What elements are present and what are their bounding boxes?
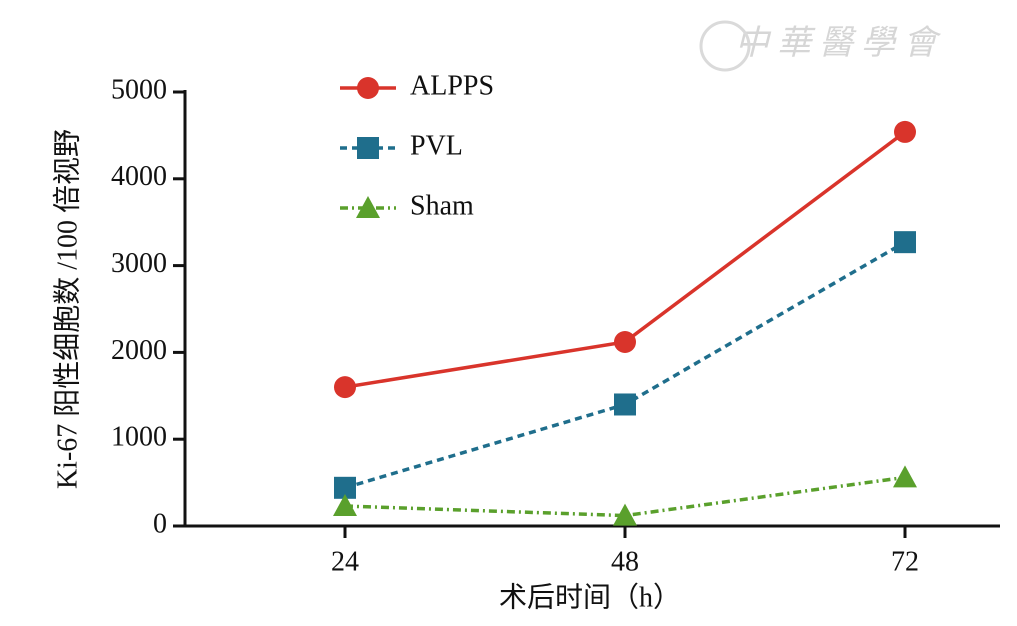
x-tick-label: 48 — [611, 546, 639, 577]
x-tick-label: 24 — [331, 546, 359, 577]
x-tick-label: 72 — [891, 546, 919, 577]
y-tick-label: 5000 — [111, 74, 167, 105]
data-point — [334, 476, 356, 499]
y-tick-label: 2000 — [111, 335, 167, 366]
y-axis-label: Ki-67 阳性细胞数 /100 倍视野 — [51, 129, 83, 489]
legend-label: ALPPS — [410, 70, 494, 101]
y-tick-label: 4000 — [111, 161, 167, 192]
watermark-logo — [699, 20, 751, 72]
watermark: 中華醫學會 — [735, 25, 945, 62]
data-point — [894, 231, 916, 254]
y-tick-label: 1000 — [111, 422, 167, 453]
legend-marker — [356, 196, 380, 218]
y-tick-label: 0 — [153, 508, 167, 539]
data-point — [894, 120, 916, 143]
data-point — [614, 330, 636, 353]
legend-marker — [357, 137, 379, 159]
series-line — [344, 475, 906, 518]
data-point — [893, 465, 917, 488]
legend-label: PVL — [410, 130, 463, 161]
x-axis-label: 术后时间（h） — [499, 581, 681, 613]
data-point — [334, 376, 356, 399]
series-line — [344, 240, 906, 490]
data-point — [614, 393, 636, 416]
legend-label: Sham — [410, 190, 474, 221]
legend-marker — [357, 77, 379, 99]
data-point — [613, 503, 637, 526]
data-point — [333, 494, 357, 517]
y-tick-label: 3000 — [111, 248, 167, 279]
